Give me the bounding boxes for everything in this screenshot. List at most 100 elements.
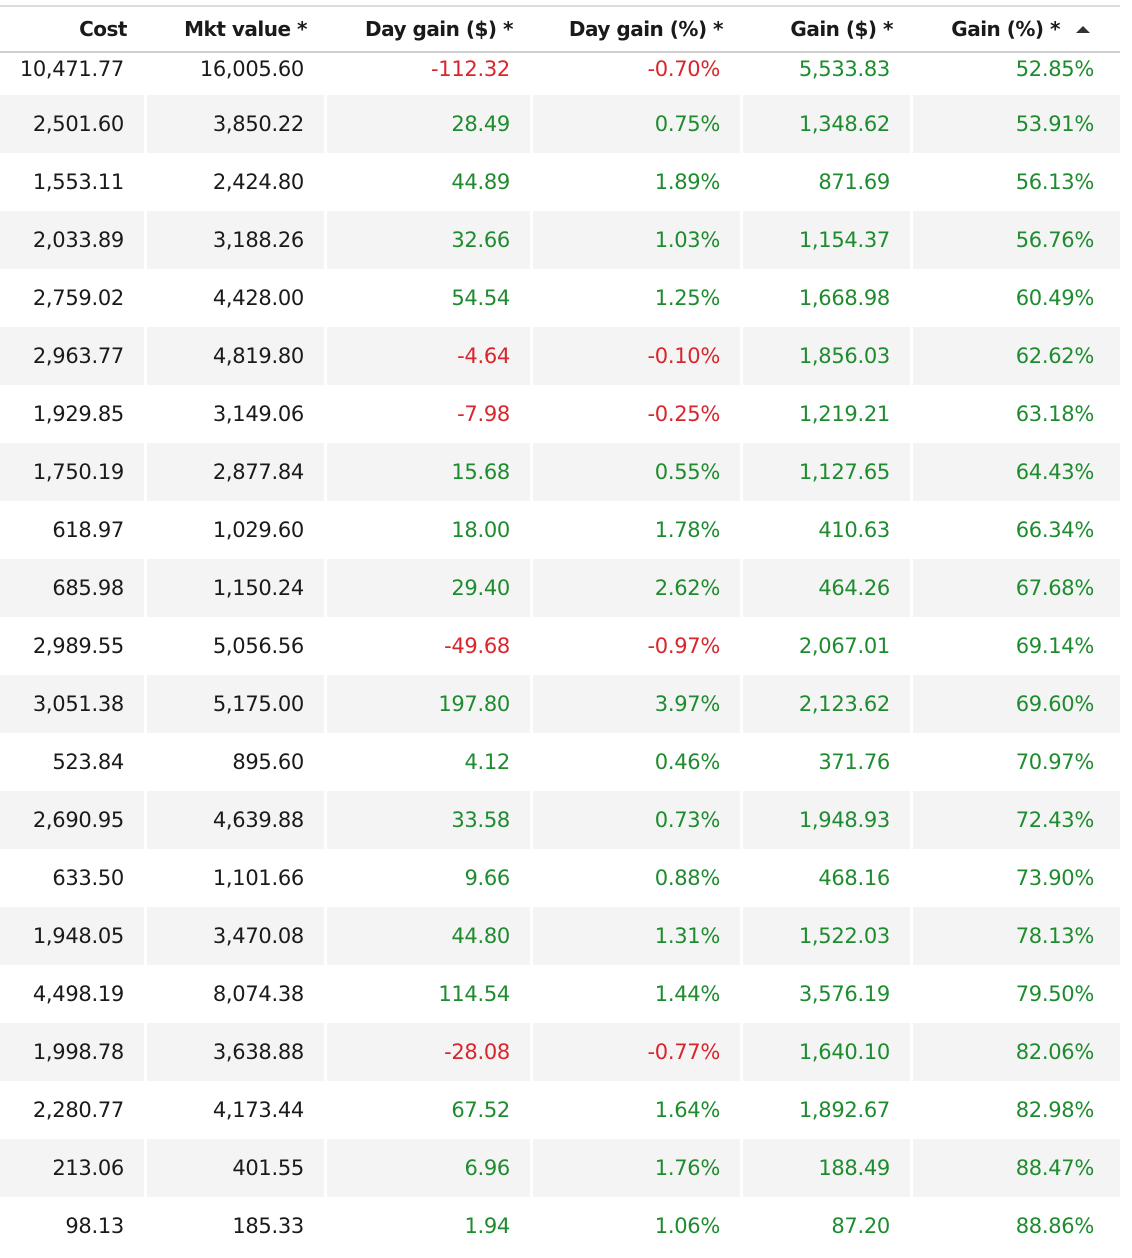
cell-day-gain-usd: 1.94 — [327, 1197, 533, 1255]
column-header-gain-pct[interactable]: Gain (%) * — [913, 7, 1120, 53]
cell-day-gain-usd: 114.54 — [327, 965, 533, 1023]
table-row[interactable]: 10,471.77 16,005.60 -112.32 -0.70% 5,533.83 5… — [0, 53, 1120, 95]
cell-day-gain-pct: 3.97% — [533, 675, 743, 733]
cell-cost: 685.98 — [0, 559, 147, 617]
right-gutter — [1120, 0, 1132, 1258]
table-row[interactable]: 98.13 185.33 1.94 1.06% 87.20 88.86% — [0, 1197, 1120, 1255]
table-row[interactable]: 1,553.11 2,424.80 44.89 1.89% 871.69 56.13% — [0, 153, 1120, 211]
cell-cost: 618.97 — [0, 501, 147, 559]
cell-day-gain-pct: 0.55% — [533, 443, 743, 501]
cell-gain-usd: 871.69 — [743, 153, 913, 211]
cell-gain-pct: 79.50% — [1015, 982, 1095, 1006]
cell-gain-usd: 188.49 — [743, 1139, 913, 1197]
table-row[interactable]: 523.84 895.60 4.12 0.46% 371.76 70.97% — [0, 733, 1120, 791]
table-row[interactable]: 4,498.19 8,074.38 114.54 1.44% 3,576.19 79.50… — [0, 965, 1120, 1023]
column-header-day-gain-usd[interactable]: Day gain ($) * — [327, 7, 533, 53]
column-header-label: Cost — [79, 17, 127, 41]
cell-day-gain-usd: 29.40 — [327, 559, 533, 617]
table-row[interactable]: 1,948.05 3,470.08 44.80 1.31% 1,522.03 78.13% — [0, 907, 1120, 965]
cell-cost: 633.50 — [0, 849, 147, 907]
cell-cost: 4,498.19 — [0, 965, 147, 1023]
cell-gain-pct: 69.60% — [913, 675, 1120, 733]
table-row[interactable]: 3,051.38 5,175.00 197.80 3.97% 2,123.62 69.60… — [0, 675, 1120, 733]
cell-day-gain-pct: 1.78% — [533, 501, 743, 559]
table-row[interactable]: 213.06 401.55 6.96 1.76% 188.49 88.47% — [0, 1139, 1120, 1197]
table-row[interactable]: 2,501.60 3,850.22 28.49 0.75% 1,348.62 53.91% — [0, 95, 1120, 153]
cell-cost: 523.84 — [0, 733, 147, 791]
cell-gain-usd: 87.20 — [743, 1197, 913, 1255]
column-header-mkt-value[interactable]: Mkt value * — [147, 7, 327, 53]
cell-day-gain-usd: 18.00 — [327, 501, 533, 559]
cell-day-gain-pct: 0.88% — [533, 849, 743, 907]
table-row[interactable]: 618.97 1,029.60 18.00 1.78% 410.63 66.34% — [0, 501, 1120, 559]
table-row[interactable]: 2,690.95 4,639.88 33.58 0.73% 1,948.93 72.43% — [0, 791, 1120, 849]
cell-cost: 2,501.60 — [0, 95, 147, 153]
cell-day-gain-pct: 2.62% — [533, 559, 743, 617]
cell-gain-pct: 82.06% — [913, 1023, 1120, 1081]
table-row[interactable]: 1,998.78 3,638.88 -28.08 -0.77% 1,640.10 82.0… — [0, 1023, 1120, 1081]
cell-gain-pct: 70.97% — [1015, 750, 1095, 774]
cell-gain-pct: 82.98% — [1015, 1098, 1095, 1122]
table-row[interactable]: 2,963.77 4,819.80 -4.64 -0.10% 1,856.03 62.62… — [0, 327, 1120, 385]
cell-day-gain-usd: -112.32 — [327, 53, 533, 95]
cell-cost: 10,471.77 — [0, 53, 147, 95]
cell-gain-pct: 73.90% — [1015, 866, 1095, 890]
cell-day-gain-pct: -0.97% — [533, 617, 743, 675]
cell-day-gain-usd: -49.68 — [327, 617, 533, 675]
table-row[interactable]: 633.50 1,101.66 9.66 0.88% 468.16 73.90% — [0, 849, 1120, 907]
table-row[interactable]: 1,929.85 3,149.06 -7.98 -0.25% 1,219.21 63.18… — [0, 385, 1120, 443]
cell-day-gain-pct: 1.03% — [533, 211, 743, 269]
cell-mkt-value: 3,850.22 — [147, 95, 327, 153]
cell-gain-pct: 52.85% — [1015, 57, 1095, 81]
cell-mkt-value: 2,877.84 — [147, 443, 327, 501]
cell-gain-usd: 1,668.98 — [743, 269, 913, 327]
table-row[interactable]: 2,280.77 4,173.44 67.52 1.64% 1,892.67 82.98% — [0, 1081, 1120, 1139]
cell-day-gain-usd: 67.52 — [327, 1081, 533, 1139]
cell-day-gain-usd: -7.98 — [327, 385, 533, 443]
cell-mkt-value: 4,428.00 — [147, 269, 327, 327]
table-row[interactable]: 1,750.19 2,877.84 15.68 0.55% 1,127.65 64.43% — [0, 443, 1120, 501]
column-header-label: Gain ($) * — [790, 17, 893, 41]
cell-day-gain-usd: 28.49 — [327, 95, 533, 153]
cell-cost: 2,989.55 — [0, 617, 147, 675]
cell-gain-usd: 410.63 — [743, 501, 913, 559]
cell-day-gain-usd: 32.66 — [327, 211, 533, 269]
column-header-cost[interactable]: Cost — [0, 7, 147, 53]
cell-day-gain-usd: 15.68 — [327, 443, 533, 501]
cell-gain-usd: 2,123.62 — [743, 675, 913, 733]
cell-gain-pct: 66.34% — [1015, 518, 1095, 542]
cell-cost: 2,963.77 — [0, 327, 147, 385]
cell-mkt-value: 3,149.06 — [147, 385, 327, 443]
cell-gain-pct: 60.49% — [1015, 286, 1095, 310]
cell-cost: 3,051.38 — [0, 675, 147, 733]
column-header-gain-usd[interactable]: Gain ($) * — [743, 7, 913, 53]
table-body: 10,471.77 16,005.60 -112.32 -0.70% 5,533.83 5… — [0, 53, 1120, 1255]
cell-gain-pct: 53.91% — [913, 95, 1120, 153]
table-row[interactable]: 685.98 1,150.24 29.40 2.62% 464.26 67.68% — [0, 559, 1120, 617]
column-header-day-gain-pct[interactable]: Day gain (%) * — [533, 7, 743, 53]
table-row[interactable]: 2,759.02 4,428.00 54.54 1.25% 1,668.98 60.49% — [0, 269, 1120, 327]
cell-cost: 98.13 — [0, 1197, 147, 1255]
cell-day-gain-pct: 1.64% — [533, 1081, 743, 1139]
cell-cost: 1,553.11 — [0, 153, 147, 211]
cell-gain-usd: 1,219.21 — [743, 385, 913, 443]
sort-ascending-icon[interactable] — [1076, 26, 1090, 33]
cell-gain-pct: 63.18% — [1015, 402, 1095, 426]
table-row[interactable]: 2,989.55 5,056.56 -49.68 -0.97% 2,067.01 69.1… — [0, 617, 1120, 675]
cell-mkt-value: 1,029.60 — [147, 501, 327, 559]
cell-cost: 2,280.77 — [0, 1081, 147, 1139]
cell-day-gain-pct: 0.46% — [533, 733, 743, 791]
cell-gain-usd: 1,154.37 — [743, 211, 913, 269]
cell-day-gain-usd: 197.80 — [327, 675, 533, 733]
cell-day-gain-pct: -0.70% — [533, 53, 743, 95]
cell-day-gain-pct: 0.75% — [533, 95, 743, 153]
cell-gain-usd: 1,856.03 — [743, 327, 913, 385]
cell-day-gain-usd: 4.12 — [327, 733, 533, 791]
cell-gain-usd: 3,576.19 — [743, 965, 913, 1023]
table-row[interactable]: 2,033.89 3,188.26 32.66 1.03% 1,154.37 56.76% — [0, 211, 1120, 269]
cell-day-gain-usd: 54.54 — [327, 269, 533, 327]
cell-day-gain-pct: 1.76% — [533, 1139, 743, 1197]
cell-mkt-value: 8,074.38 — [147, 965, 327, 1023]
cell-cost: 2,033.89 — [0, 211, 147, 269]
cell-mkt-value: 4,173.44 — [147, 1081, 327, 1139]
